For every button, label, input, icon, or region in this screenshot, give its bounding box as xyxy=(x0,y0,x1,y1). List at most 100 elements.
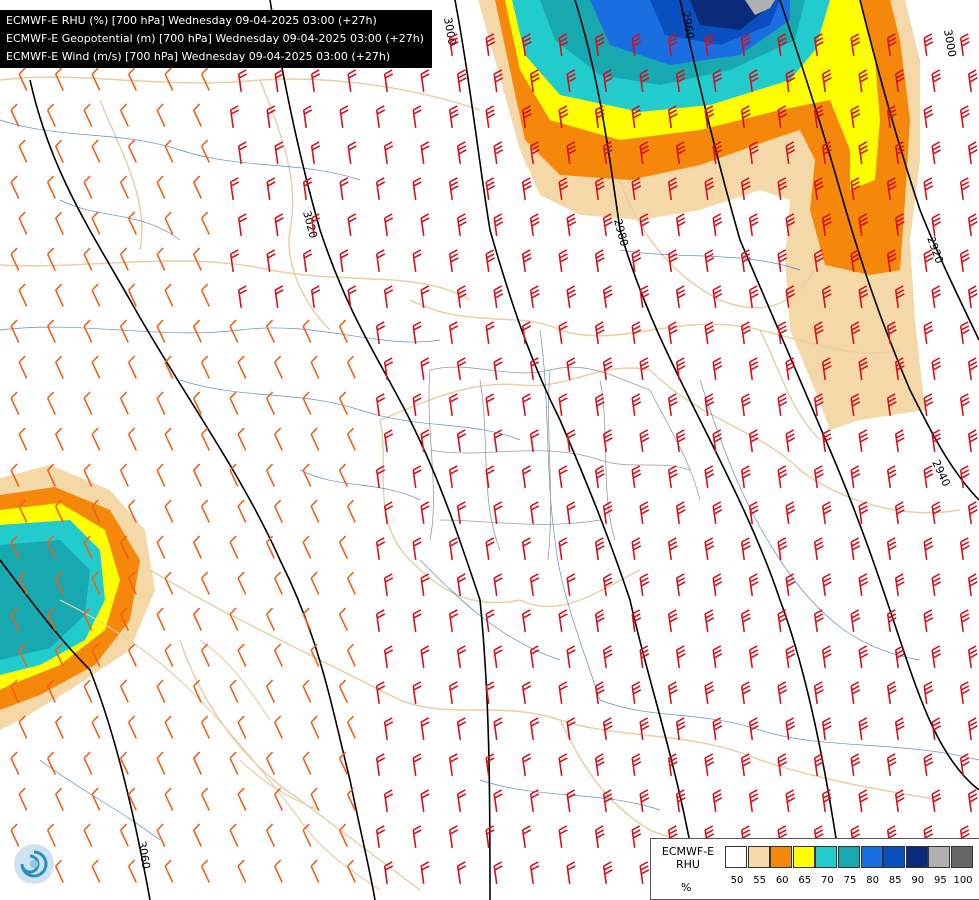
wind-barb xyxy=(164,643,174,667)
wind-barb xyxy=(813,321,824,344)
wind-barb xyxy=(273,499,283,523)
wind-barb xyxy=(675,789,686,812)
wind-barb xyxy=(18,787,28,811)
wind-barb xyxy=(923,177,934,200)
wind-barb xyxy=(675,501,686,524)
wind-barb xyxy=(456,501,467,524)
wind-barb xyxy=(777,321,788,344)
wind-barb xyxy=(119,823,129,847)
wind-barb xyxy=(237,141,248,164)
wind-barb xyxy=(712,285,723,308)
wind-barb xyxy=(602,717,613,740)
wind-barb xyxy=(347,69,357,92)
wind-barb xyxy=(119,751,129,775)
wind-barb xyxy=(456,69,467,92)
wind-barb xyxy=(375,465,386,488)
wind-barb xyxy=(858,357,869,380)
wind-barb xyxy=(566,717,576,740)
wind-barb xyxy=(237,285,248,308)
wind-barb xyxy=(748,357,759,380)
wind-barb xyxy=(164,859,174,883)
wind-barb xyxy=(777,609,788,632)
wind-barb xyxy=(886,681,897,704)
wind-barb xyxy=(667,321,678,344)
wind-barb xyxy=(850,321,861,344)
wind-barb xyxy=(237,427,247,451)
wind-barb xyxy=(785,717,796,740)
wind-barb xyxy=(521,393,532,416)
legend-tick: 85 xyxy=(888,875,902,886)
wind-barb xyxy=(493,213,504,236)
wind-barb xyxy=(558,609,568,632)
wind-barb xyxy=(894,429,905,452)
wind-barb xyxy=(485,105,496,128)
wind-barb xyxy=(273,427,283,451)
wind-barb xyxy=(127,427,137,451)
legend-swatch xyxy=(747,846,770,868)
wind-barb xyxy=(959,465,970,488)
wind-barb xyxy=(558,177,569,200)
wind-barb xyxy=(493,429,503,452)
wind-barb xyxy=(712,357,723,380)
wind-barb xyxy=(192,175,202,199)
legend-tick: 95 xyxy=(934,875,947,886)
wind-barb xyxy=(127,283,137,307)
wind-barb xyxy=(237,571,247,595)
wind-barb xyxy=(886,249,897,272)
wind-barb xyxy=(850,681,861,704)
wind-barb xyxy=(237,69,248,92)
wind-barb xyxy=(923,321,934,344)
wind-barb xyxy=(91,787,101,811)
legend-swatch xyxy=(928,846,951,868)
wind-barb xyxy=(237,715,247,739)
wind-barb xyxy=(631,681,642,704)
wind-barb xyxy=(777,753,788,776)
wind-barb xyxy=(704,321,715,344)
wind-barb xyxy=(813,537,824,560)
wind-barb xyxy=(967,573,978,596)
wind-barb xyxy=(383,717,394,740)
wind-barb xyxy=(18,139,28,163)
wind-barb xyxy=(850,249,861,272)
wind-barb xyxy=(521,753,532,776)
wind-barb xyxy=(858,429,869,452)
wind-barb xyxy=(375,321,386,344)
wind-barb xyxy=(667,465,678,488)
wind-barb xyxy=(493,357,503,380)
legend-swatch xyxy=(905,846,928,868)
wind-barb xyxy=(412,465,422,488)
wind-barb xyxy=(566,429,576,452)
wind-barb xyxy=(18,643,28,667)
wind-barb xyxy=(18,499,28,523)
wind-barb xyxy=(10,679,20,703)
wind-barb xyxy=(748,789,759,812)
wind-barb xyxy=(566,357,576,380)
wind-barb xyxy=(967,501,978,524)
wind-barb xyxy=(456,789,467,812)
wind-barb xyxy=(164,787,174,811)
wind-barb xyxy=(886,465,897,488)
wind-barb xyxy=(931,573,942,596)
wind-barb xyxy=(558,537,568,560)
wind-barb xyxy=(119,607,129,631)
wind-barb xyxy=(338,679,348,703)
wind-barb xyxy=(229,105,240,128)
wind-barb xyxy=(785,501,796,524)
wind-barb xyxy=(46,247,56,271)
wind-barb xyxy=(302,607,312,631)
wind-barb xyxy=(959,249,970,272)
wind-barb xyxy=(894,573,905,596)
wind-barb xyxy=(346,571,356,595)
wind-barb xyxy=(448,33,459,56)
legend-tick: 75 xyxy=(843,875,857,886)
legend-tick: 60 xyxy=(775,875,789,886)
wind-barb xyxy=(566,573,576,596)
wind-barb xyxy=(894,789,905,812)
wind-barb xyxy=(740,609,751,632)
wind-barb xyxy=(813,177,824,200)
wind-barb xyxy=(485,249,496,272)
wind-barb xyxy=(346,859,356,883)
wind-barb xyxy=(639,429,650,452)
wind-barb xyxy=(383,141,394,164)
wind-barb xyxy=(237,213,248,236)
